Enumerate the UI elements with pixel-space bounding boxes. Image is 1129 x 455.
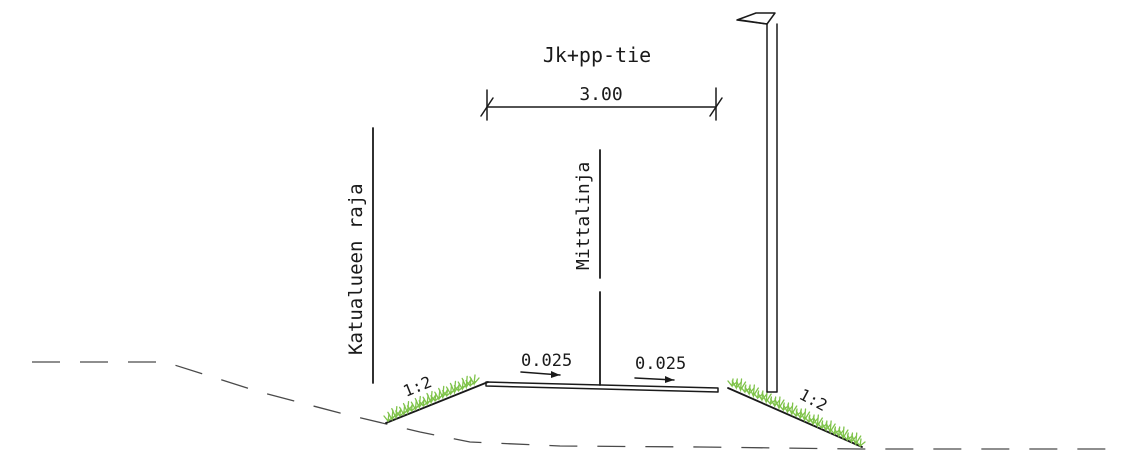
right-cross-slope-value: 0.025	[635, 354, 686, 374]
street-boundary-label: Katualueen raja	[345, 183, 367, 355]
left-grass-strip	[383, 374, 480, 423]
right-slope-arrow-icon	[634, 376, 675, 383]
right-embankment-slope	[727, 387, 863, 448]
path-type-label: Jk+pp-tie	[543, 43, 651, 67]
path-surface	[485, 381, 719, 393]
width-dimension-value: 3.00	[579, 84, 622, 105]
left-cross-slope-value: 0.025	[521, 351, 572, 371]
existing-ground-line	[32, 361, 1120, 450]
survey-line-label: Mittalinja	[573, 162, 594, 270]
left-embankment-slope	[385, 381, 489, 424]
left-embankment-ratio: 1:2	[400, 372, 434, 400]
left-slope-arrow-icon	[520, 371, 561, 378]
right-grass-strip	[727, 378, 866, 448]
street-lamp-icon	[736, 12, 778, 393]
width-dimension-line	[480, 87, 723, 121]
